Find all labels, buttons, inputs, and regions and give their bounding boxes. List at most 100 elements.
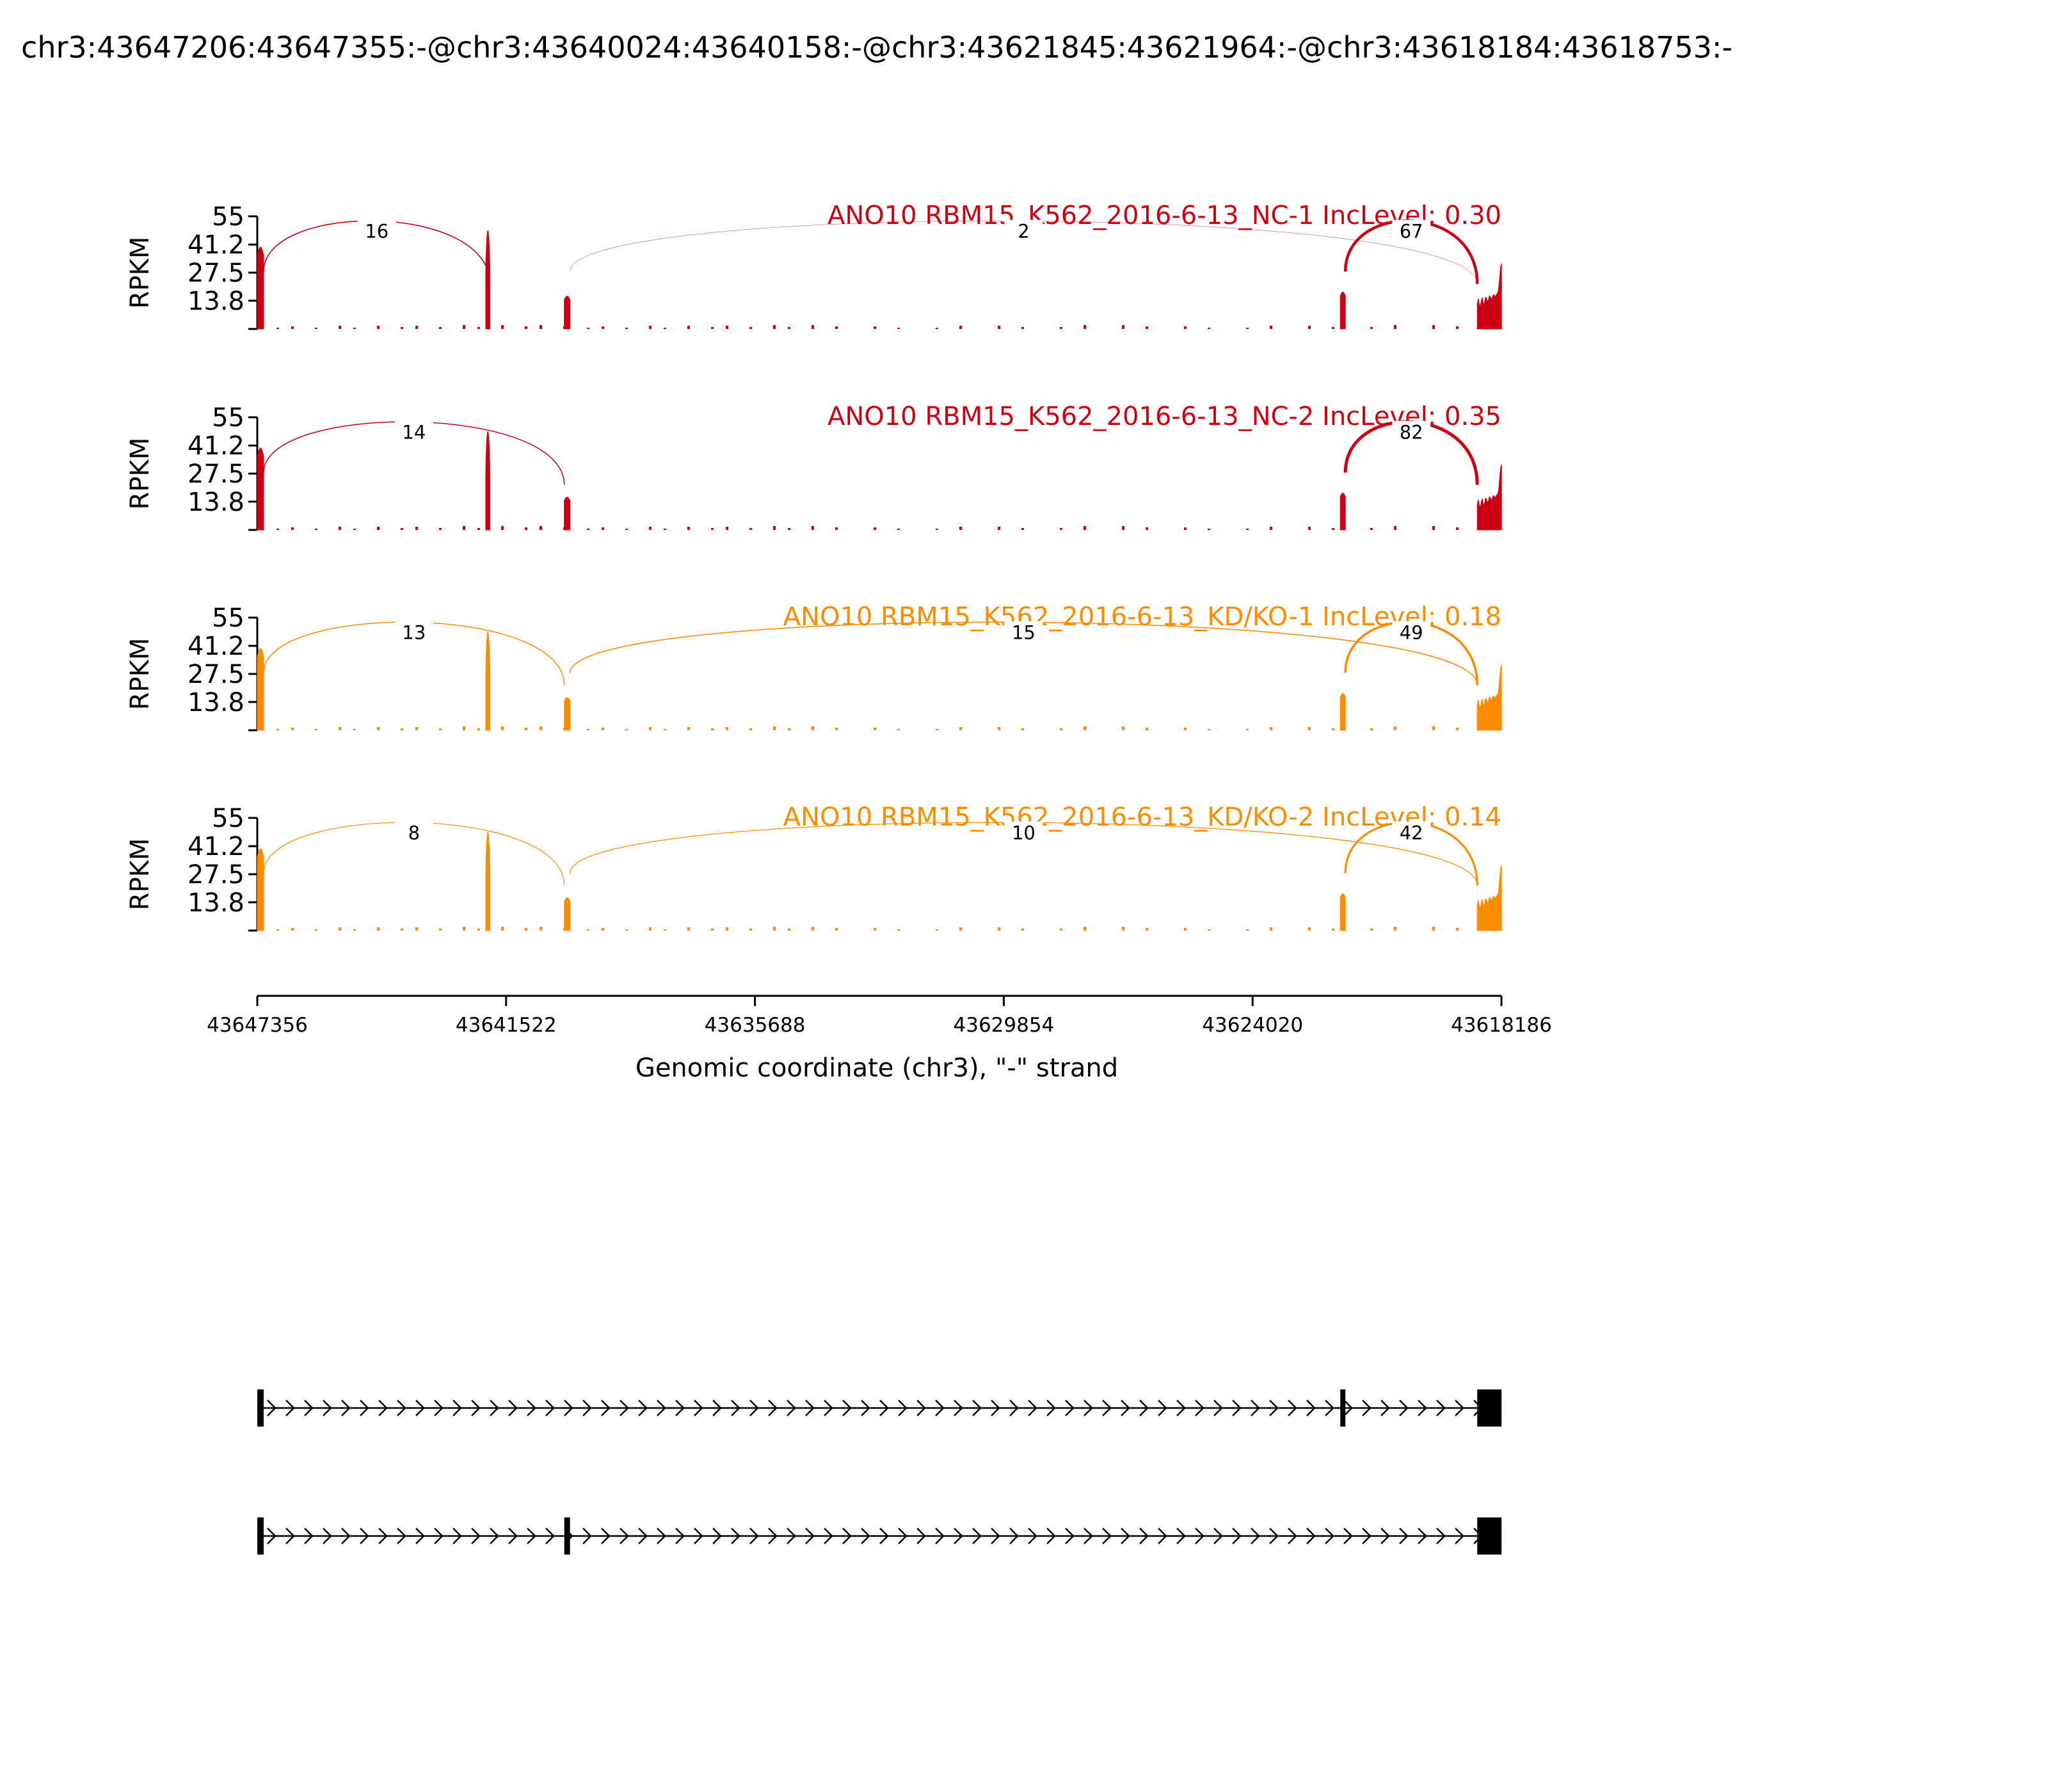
strand-arrow: [954, 1528, 963, 1544]
coverage-noise: [874, 728, 876, 730]
coverage-noise: [439, 327, 442, 329]
coverage-noise: [711, 528, 714, 530]
y-axis-label: RPKM: [125, 638, 155, 710]
coverage-noise: [1456, 326, 1459, 329]
coverage-noise: [664, 729, 666, 730]
junction-label-box: [394, 821, 433, 844]
strand-arrow: [490, 1528, 499, 1544]
coverage-noise: [726, 727, 728, 730]
strand-arrow: [545, 1528, 555, 1544]
coverage-noise: [625, 328, 628, 329]
strand-arrow: [805, 1400, 815, 1416]
junction-count: 42: [1400, 822, 1423, 844]
coverage-noise: [477, 929, 480, 931]
strand-arrow: [1084, 1528, 1093, 1544]
strand-arrow: [397, 1400, 406, 1416]
strand-arrow: [323, 1400, 332, 1416]
strand-arrow: [267, 1528, 276, 1544]
coverage-noise: [540, 325, 542, 329]
coverage-noise: [315, 929, 317, 931]
coverage-noise: [664, 929, 666, 931]
coverage-noise: [1146, 928, 1148, 931]
y-tick-label: 13.8: [188, 888, 244, 918]
y-tick-label: 13.8: [188, 287, 244, 316]
strand-arrow: [898, 1528, 908, 1544]
strand-arrow: [1139, 1400, 1149, 1416]
strand-arrow: [879, 1528, 889, 1544]
y-tick-label: 41.2: [188, 832, 244, 861]
coverage-noise: [276, 529, 279, 530]
y-tick-label: 55: [212, 604, 244, 633]
junction-label-box: [357, 220, 396, 242]
coverage-noise: [1308, 727, 1311, 730]
strand-arrow: [675, 1400, 685, 1416]
coverage-noise: [1332, 528, 1334, 530]
coverage-noise: [1370, 327, 1373, 329]
junction-label-box: [394, 420, 433, 443]
exon-coverage: [1476, 263, 1502, 330]
strand-arrow: [1084, 1400, 1093, 1416]
strand-arrow: [582, 1528, 592, 1544]
strand-arrow: [712, 1528, 722, 1544]
coverage-noise: [711, 327, 714, 329]
exon-coverage: [257, 648, 264, 731]
strand-arrow: [508, 1400, 518, 1416]
y-tick-label: 27.5: [188, 860, 244, 890]
strand-arrow: [1380, 1528, 1390, 1544]
coverage-noise: [726, 927, 728, 931]
isoform-exon: [1477, 1389, 1502, 1427]
coverage-noise: [501, 726, 504, 730]
exon-coverage: [257, 848, 264, 931]
coverage-noise: [1370, 929, 1373, 931]
strand-arrow: [1158, 1528, 1167, 1544]
y-axis-label: RPKM: [125, 438, 155, 510]
coverage-noise: [687, 727, 690, 730]
strand-arrow: [582, 1400, 592, 1416]
coverage-noise: [415, 326, 418, 329]
coverage-noise: [587, 328, 589, 329]
strand-arrow: [1325, 1528, 1334, 1544]
coverage-noise: [1122, 726, 1124, 730]
coverage-noise: [959, 727, 962, 730]
coverage-noise: [401, 728, 403, 730]
coverage-noise: [1394, 526, 1396, 530]
strand-arrow: [805, 1528, 815, 1544]
strand-arrow: [1213, 1400, 1223, 1416]
junction-count: 10: [1012, 822, 1036, 844]
strand-arrow: [954, 1400, 963, 1416]
strand-arrow: [675, 1528, 685, 1544]
strand-arrow: [471, 1400, 481, 1416]
background-coverage: [276, 526, 1459, 530]
coverage-noise: [998, 326, 1000, 329]
coverage-noise: [788, 929, 790, 931]
strand-arrow: [1306, 1400, 1316, 1416]
strand-arrow: [378, 1528, 388, 1544]
x-tick-label: 43641522: [456, 1014, 557, 1037]
strand-arrow: [657, 1528, 666, 1544]
exon-coverage: [257, 447, 264, 531]
coverage-noise: [1084, 927, 1086, 931]
coverage-noise: [525, 326, 527, 329]
coverage-noise: [540, 526, 542, 530]
strand-arrow: [1455, 1400, 1464, 1416]
coverage-noise: [936, 328, 938, 329]
strand-arrow: [657, 1400, 666, 1416]
strand-arrow: [842, 1400, 852, 1416]
strand-arrow: [1343, 1400, 1353, 1416]
strand-arrow: [1028, 1528, 1037, 1544]
strand-arrow: [1009, 1528, 1019, 1544]
strand-arrow: [1158, 1400, 1167, 1416]
strand-arrow: [1399, 1528, 1409, 1544]
coverage-noise: [415, 527, 418, 530]
strand-arrow: [1251, 1400, 1260, 1416]
coverage-noise: [998, 927, 1000, 931]
coverage-noise: [959, 326, 962, 329]
coverage-noise: [749, 528, 752, 530]
coverage-noise: [625, 929, 628, 931]
background-coverage: [276, 325, 1459, 329]
coverage-noise: [1122, 927, 1124, 931]
coverage-noise: [1370, 528, 1373, 530]
strand-arrow: [1269, 1528, 1279, 1544]
strand-arrow: [1418, 1400, 1427, 1416]
